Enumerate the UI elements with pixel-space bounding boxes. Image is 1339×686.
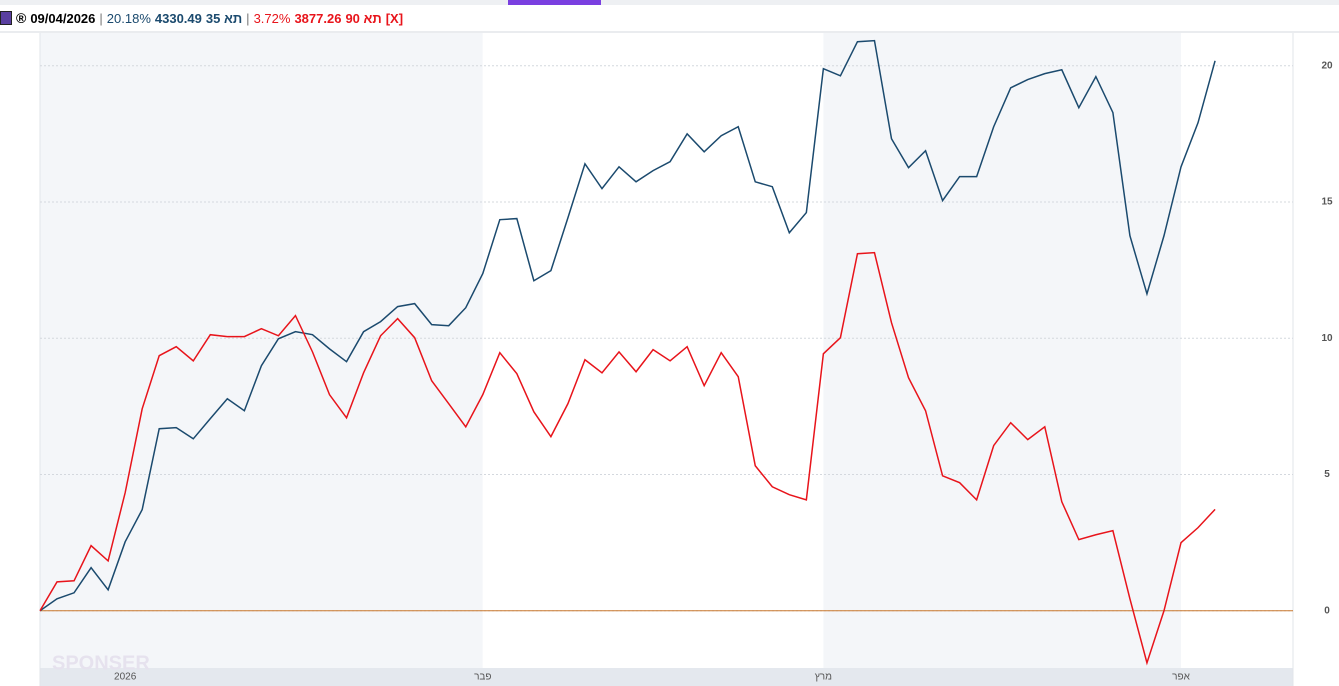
close-button[interactable]: [X] [385, 10, 404, 26]
last-value: 3877.26 [294, 10, 342, 26]
y-tick-label: 5 [1324, 469, 1330, 480]
last-value: 4330.49 [154, 10, 202, 26]
series-line [39, 251, 1216, 666]
icon[interactable]: ® [16, 10, 27, 26]
series-line [39, 39, 1216, 612]
x-axis-strip [40, 668, 1293, 686]
x-tick-label: 2026 [114, 672, 137, 683]
x-tick-label: מרץ [815, 672, 832, 683]
change: 3.72% [253, 10, 291, 26]
separator: | [246, 10, 250, 26]
date: 09/04/2026 [30, 10, 96, 26]
period-band [40, 33, 483, 668]
legend-entry: תא 35 [205, 10, 243, 26]
separator: | [99, 10, 103, 26]
period-band [1181, 33, 1293, 668]
change: 20.18% [106, 10, 151, 26]
y-tick-label: 0 [1324, 605, 1330, 616]
active-tab[interactable] [508, 0, 601, 5]
header: ® 09/04/2026 | 20.18% 4330.49 תא 35 | 3.… [0, 8, 403, 28]
y-tick-label: 10 [1321, 333, 1333, 344]
x-tick-label: פבר [474, 672, 491, 683]
tab-strip [0, 0, 1339, 5]
period-band [823, 33, 1182, 668]
y-tick-label: 20 [1321, 60, 1333, 71]
x-tick-label: אפר [1172, 672, 1190, 683]
legend-entry: תא 90 [345, 10, 382, 26]
icon[interactable] [0, 11, 12, 25]
watermark: SPONSER [52, 652, 150, 674]
y-tick-label: 15 [1321, 197, 1333, 208]
